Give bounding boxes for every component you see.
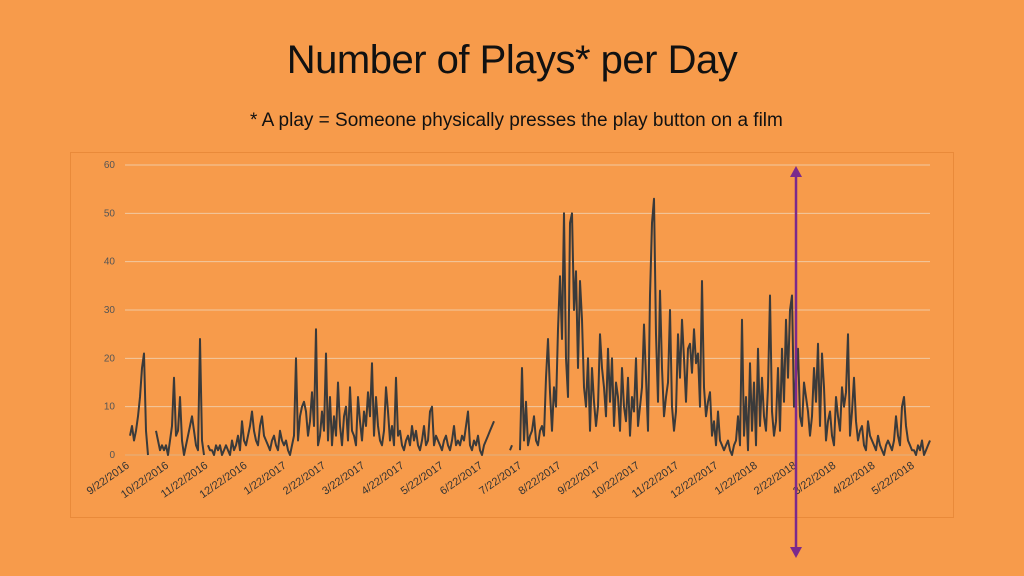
x-tick-label: 3/22/2017 (320, 460, 367, 498)
chart-annotations (790, 166, 802, 558)
x-tick-label: 3/22/2018 (791, 460, 838, 498)
x-tick-label: 4/22/2018 (831, 460, 878, 498)
arrow-down-icon (790, 547, 802, 558)
x-tick-label: 4/22/2017 (360, 460, 407, 498)
series-line (129, 197, 931, 456)
y-tick-label: 30 (104, 305, 116, 316)
chart-gridlines (125, 164, 930, 456)
x-tick-label: 8/22/2017 (517, 460, 564, 498)
y-tick-label: 20 (104, 353, 116, 364)
x-tick-label: 5/22/2017 (399, 460, 446, 498)
y-tick-label: 0 (109, 450, 115, 461)
x-tick-label: 2/22/2017 (281, 460, 328, 498)
y-tick-label: 10 (104, 402, 116, 413)
y-tick-label: 40 (104, 257, 116, 268)
x-tick-label: 7/22/2017 (477, 460, 524, 498)
x-tick-label: 5/22/2018 (870, 460, 917, 498)
chart-frame (70, 152, 954, 518)
x-axis-ticks: 9/22/201610/22/201611/22/201612/22/20161… (85, 460, 917, 501)
page-subtitle: * A play = Someone physically presses th… (250, 110, 783, 131)
page-title: Number of Plays* per Day (286, 38, 738, 82)
y-tick-label: 50 (104, 208, 116, 219)
arrow-up-icon (790, 166, 802, 177)
x-tick-label: 2/22/2018 (752, 460, 799, 498)
x-tick-label: 1/22/2017 (242, 460, 289, 498)
chart-series (129, 197, 931, 456)
x-tick-label: 6/22/2017 (438, 460, 485, 498)
x-tick-label: 1/22/2018 (713, 460, 760, 498)
y-axis-ticks: 0 10 20 30 40 50 60 (104, 160, 116, 461)
y-tick-label: 60 (104, 160, 116, 171)
